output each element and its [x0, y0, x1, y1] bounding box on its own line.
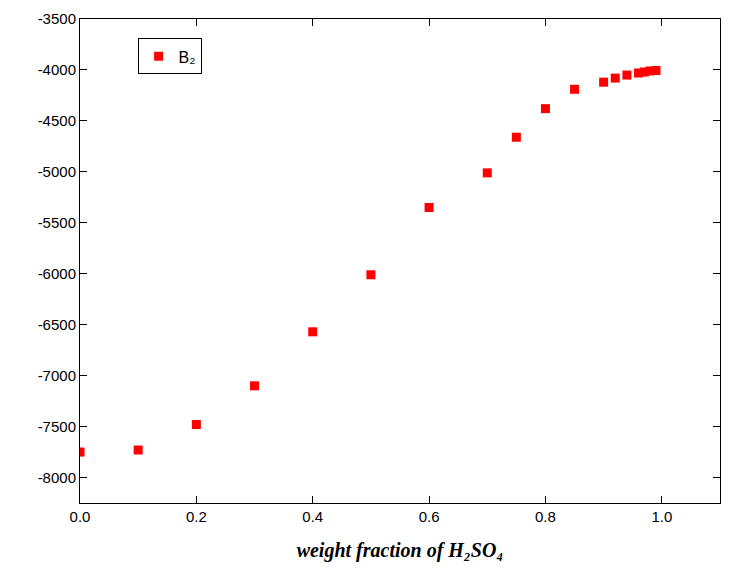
svg-text:-6000: -6000 — [38, 265, 76, 282]
svg-text:-5500: -5500 — [38, 214, 76, 231]
svg-text:-8000: -8000 — [38, 469, 76, 486]
svg-text:-3500: -3500 — [38, 10, 76, 27]
svg-text:0.8: 0.8 — [535, 508, 556, 525]
svg-text:B₂: B₂ — [179, 49, 196, 66]
svg-text:1.0: 1.0 — [651, 508, 672, 525]
svg-text:weight fraction of H₂SO₄: weight fraction of H₂SO₄ — [297, 539, 504, 562]
svg-text:-7500: -7500 — [38, 418, 76, 435]
svg-text:0.6: 0.6 — [419, 508, 440, 525]
svg-text:-7000: -7000 — [38, 367, 76, 384]
svg-text:-4000: -4000 — [38, 61, 76, 78]
svg-text:-6500: -6500 — [38, 316, 76, 333]
svg-text:0.4: 0.4 — [302, 508, 323, 525]
svg-text:0.2: 0.2 — [186, 508, 207, 525]
svg-text:-5000: -5000 — [38, 163, 76, 180]
svg-text:-4500: -4500 — [38, 112, 76, 129]
svg-text:0.0: 0.0 — [70, 508, 91, 525]
